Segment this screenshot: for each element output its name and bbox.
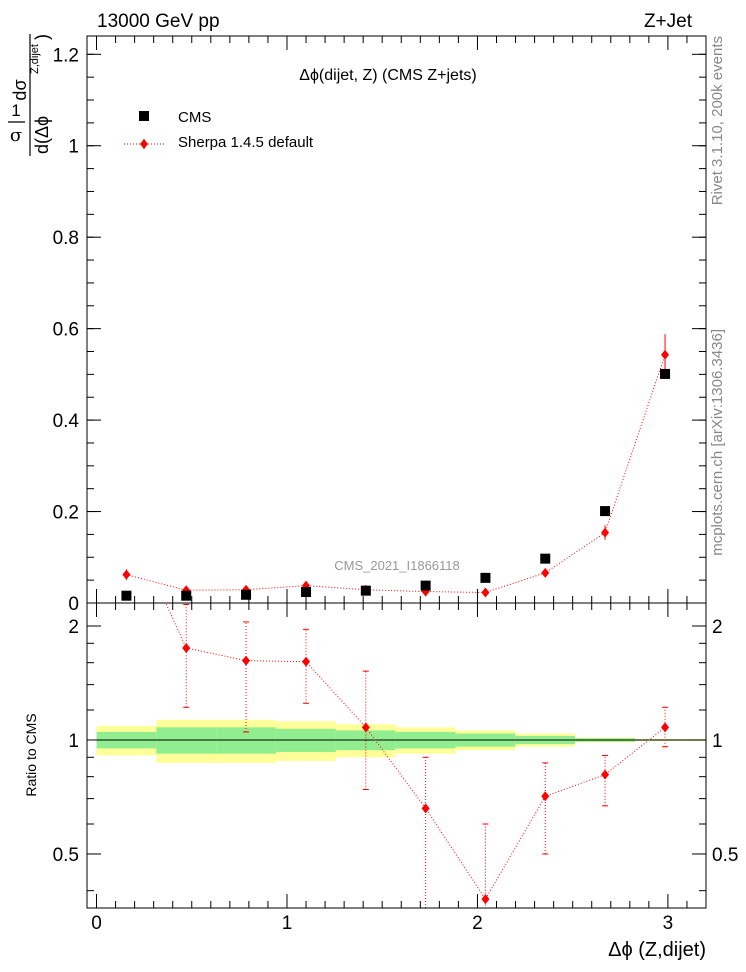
sherpa-point [481,587,490,598]
ratio-y-tick-label: 2 [68,617,79,638]
rivet-version-label: Rivet 3.1.10, 200k events [709,36,726,205]
energy-label: 13000 GeV pp [97,11,220,32]
legend: CMS Sherpa 1.4.5 default [124,109,314,151]
ratio-point [601,769,610,780]
main-y-axis: 0 0.2 0.4 0.6 0.8 1 1.2 [53,45,706,615]
legend-sherpa-label: Sherpa 1.4.5 default [178,134,314,151]
main-y-tick-label: 0.4 [53,411,80,432]
ylabel-denominator: d(Δϕ [32,116,52,154]
ratio-y-axis: 0.5 0.5 1 1 2 2 [53,617,738,892]
main-y-tick-label: 0 [68,594,79,615]
cms-series [121,368,671,601]
process-label: Z+Jet [644,11,693,32]
ratio-point [361,722,370,733]
main-x-axis-ticks [96,36,707,603]
sherpa-point [541,567,550,578]
ylabel-sigma: σ [10,125,22,146]
legend-cms-label: CMS [178,109,211,126]
ratio-y-tick-label: 0.5 [53,845,79,866]
cms-point [660,368,671,379]
ratio-point [182,642,191,653]
ratio-point [481,894,490,905]
ratio-y-axis-label: Ratio to CMS [23,713,39,796]
main-plot-title: Δϕ(dijet, Z) (CMS Z+jets) [299,67,476,84]
main-plot-panel: 0 0.2 0.4 0.6 0.8 1 1.2 Δϕ(dijet, Z) (CMS Z+je… [8,34,707,615]
sherpa-point [601,527,610,538]
ratio-y-tick-label-right: 0.5 [712,845,738,866]
cms-point [301,587,312,598]
ratio-point [661,722,670,733]
ratio-y-tick-label-right: 1 [712,731,723,752]
cms-point [480,572,491,583]
ratio-connecting-line [165,603,666,901]
ylabel-one: 1 [11,101,20,120]
ratio-x-tick-label: 1 [282,913,293,934]
x-axis-label: Δϕ (Z,dijet) [608,939,706,961]
cms-point [540,553,551,564]
sherpa-point [122,569,131,580]
ratio-y-tick-label-right: 2 [712,617,723,638]
ratio-x-tick-label: 3 [663,913,674,934]
ylabel-superscript: Z,dijet [29,44,41,74]
sherpa-point [661,349,670,360]
ratio-stat-uncertainty-band [156,727,217,754]
ratio-x-tick-label: 0 [91,913,102,934]
sherpa-connecting-line [126,354,666,593]
ratio-x-axis: 0 1 2 3 [91,603,707,934]
ylabel-numerator: dσ [10,79,30,100]
main-y-tick-label: 0.6 [53,320,79,341]
ratio-point [122,512,130,522]
cms-point [420,580,431,591]
legend-sherpa-marker [140,139,148,149]
ratio-x-tick-label: 2 [472,913,483,934]
cms-point [600,506,611,517]
main-y-tick-label: 0.8 [53,228,79,249]
cms-point [360,585,371,596]
ratio-uncertainty-bands [96,719,706,763]
cms-point [121,590,132,601]
main-y-tick-label: 1 [68,137,79,158]
cms-point [241,589,252,600]
main-y-tick-label: 1.2 [53,45,79,66]
legend-cms-marker [139,111,149,121]
ylabel-closing: ) [32,34,52,40]
ratio-y-tick-label: 1 [68,731,79,752]
analysis-watermark: CMS_2021_I1866118 [334,558,460,573]
cms-point [181,590,192,601]
mcplots-label: mcplots.cern.ch [arXiv:1306.3436] [709,329,726,556]
ratio-sherpa-series [122,512,670,908]
ratio-plot-frame [86,602,707,909]
main-y-tick-label: 0.2 [53,503,79,524]
ratio-point [541,791,550,802]
ratio-point [242,655,251,666]
main-y-axis-label: 1 σ dσ d(Δϕ Z,dijet ) [8,34,52,156]
ratio-point [421,803,430,814]
ratio-plot-panel: 0.5 0.5 1 1 2 2 0 1 2 3 Ratio to CMS Δϕ (Z,dijet… [23,512,738,961]
ratio-point [302,656,311,667]
